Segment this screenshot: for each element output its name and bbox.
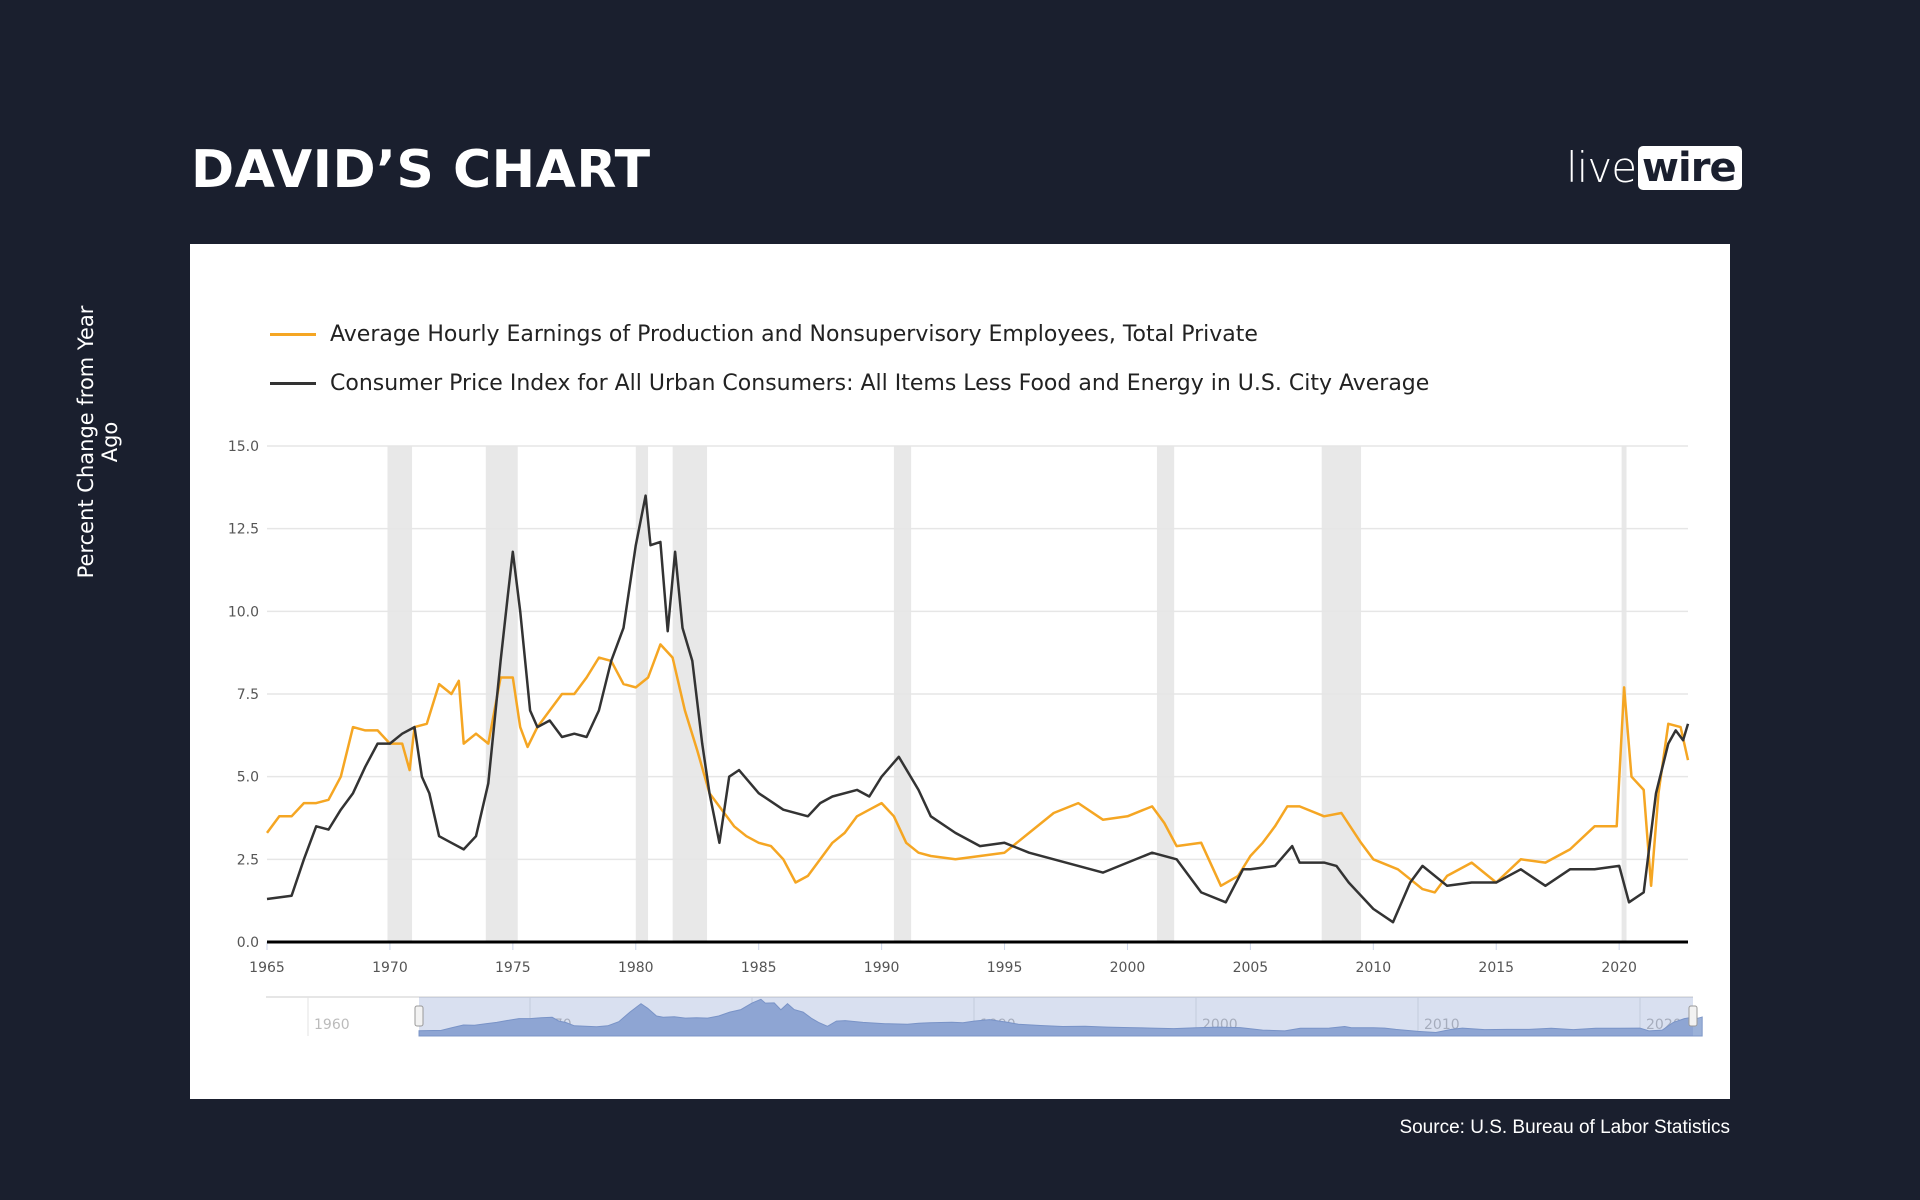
x-tick-label: 2020	[1601, 960, 1637, 976]
x-tick-label: 1995	[987, 960, 1023, 976]
navigator-tick-label: 2010	[1424, 1017, 1460, 1033]
page-title: DAVID’S CHART	[191, 140, 651, 200]
legend-label-wages: Average Hourly Earnings of Production an…	[330, 322, 1258, 347]
navigator-left-handle[interactable]	[414, 1005, 424, 1027]
logo-live: live	[1566, 143, 1637, 192]
y-tick-label: 5.0	[237, 770, 259, 786]
wages-line	[265, 643, 1690, 894]
legend-item-cpi[interactable]: Consumer Price Index for All Urban Consu…	[270, 371, 1429, 396]
x-tick-label: 1990	[864, 960, 900, 976]
x-tick-label: 2000	[1110, 960, 1146, 976]
x-tick-label: 1970	[372, 960, 408, 976]
x-tick-label: 2005	[1233, 960, 1269, 976]
source-note: Source: U.S. Bureau of Labor Statistics	[1399, 1117, 1730, 1138]
y-tick-label: 0.0	[237, 935, 259, 951]
y-tick-label: 15.0	[228, 439, 259, 455]
x-tick-label: 2010	[1355, 960, 1391, 976]
chart-panel: Average Hourly Earnings of Production an…	[190, 244, 1730, 1099]
legend-label-cpi: Consumer Price Index for All Urban Consu…	[330, 371, 1430, 396]
navigator-right-handle[interactable]	[1688, 1005, 1698, 1027]
x-tick-label: 2015	[1478, 960, 1514, 976]
chart-svg: 0.0 2.5 5.0 7.5 10.0 12.5 15.0 1965 1970 1975 1980…	[228, 439, 1703, 1037]
legend-swatch-wages	[270, 333, 316, 336]
x-tick-label: 1965	[249, 960, 285, 976]
legend-swatch-cpi	[270, 382, 316, 385]
y-tick-label: 12.5	[228, 522, 259, 538]
x-tick-label: 1985	[741, 960, 777, 976]
y-tick-label: 7.5	[237, 687, 259, 703]
x-tick-label: 1980	[618, 960, 654, 976]
x-tick-label: 1975	[495, 960, 531, 976]
y-axis-label: Percent Change from Year Ago	[74, 305, 122, 579]
y-tick-label: 2.5	[237, 852, 259, 868]
cpi-line	[266, 494, 1690, 924]
legend-item-wages[interactable]: Average Hourly Earnings of Production an…	[270, 322, 1258, 347]
navigator-selected-range[interactable]	[419, 997, 1693, 1036]
navigator-series-area	[418, 998, 1703, 1037]
navigator-tick-label: 1960	[314, 1017, 350, 1033]
livewire-logo: live wire	[1566, 146, 1742, 190]
logo-wire: wire	[1638, 146, 1742, 190]
y-tick-label: 10.0	[228, 604, 259, 620]
